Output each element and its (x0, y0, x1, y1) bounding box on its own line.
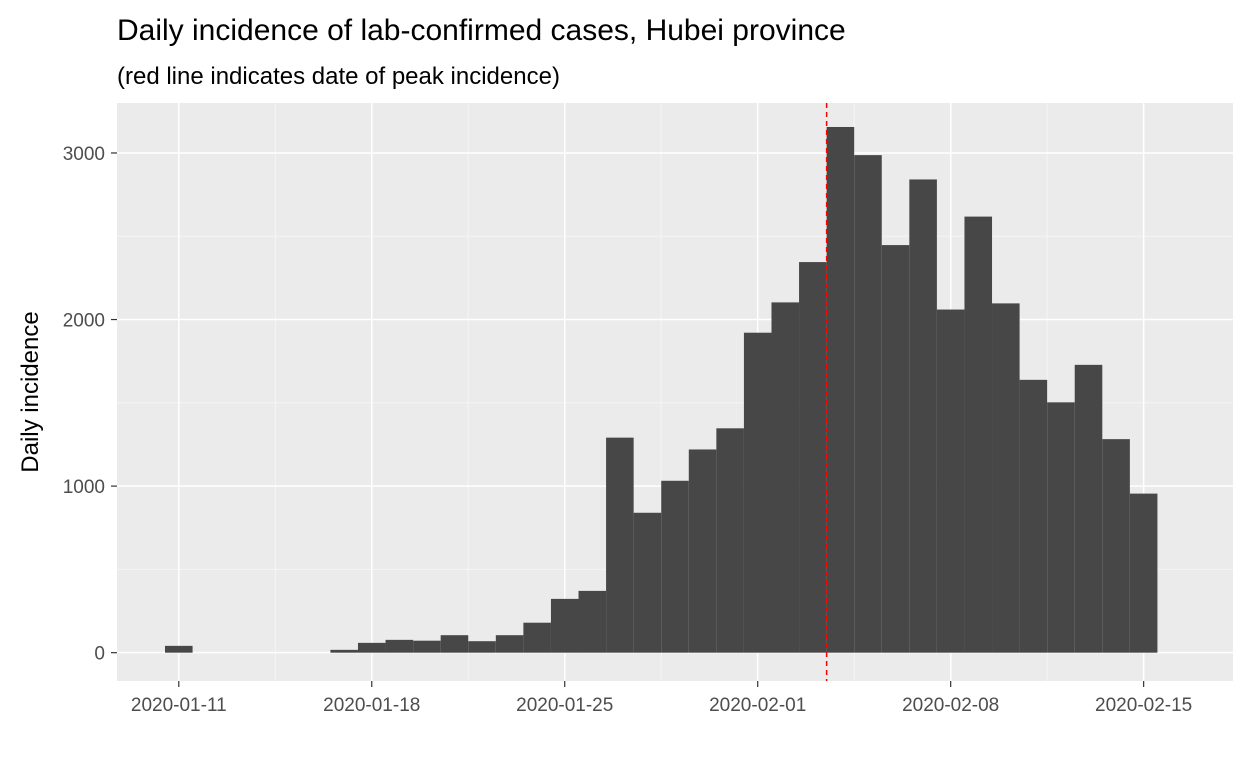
x-axis: 2020-01-11 2020-01-18 2020-01-25 2020-02-01… (131, 681, 1192, 716)
y-tick-label: 1000 (63, 477, 105, 498)
bar (523, 622, 551, 653)
bar (165, 645, 193, 653)
bar (1047, 402, 1075, 653)
bar (385, 639, 414, 653)
bar (413, 640, 441, 653)
bar (799, 262, 827, 653)
bar (606, 437, 634, 653)
bar (964, 216, 993, 653)
bar (854, 155, 882, 653)
x-tick-label: 2020-01-11 (131, 695, 227, 716)
y-axis: 0 1000 2000 3000 (63, 144, 117, 665)
bar (1102, 439, 1130, 653)
bar (578, 590, 607, 653)
bar (661, 480, 689, 653)
bar (1019, 379, 1048, 653)
x-tick-label: 2020-02-15 (1095, 695, 1192, 716)
bar (992, 303, 1020, 653)
bar (881, 245, 910, 653)
bar (550, 598, 579, 653)
chart-subtitle: (red line indicates date of peak inciden… (117, 63, 560, 90)
x-tick-label: 2020-02-01 (709, 695, 806, 716)
bar (771, 302, 800, 653)
bar (909, 179, 937, 653)
bar (716, 428, 744, 653)
bar (468, 641, 496, 653)
bar (688, 449, 717, 653)
x-tick-label: 2020-02-08 (902, 695, 999, 716)
y-axis-title: Daily incidence (17, 311, 44, 472)
bars-group (165, 126, 1158, 653)
y-tick-label: 3000 (63, 144, 105, 165)
x-tick-label: 2020-01-18 (323, 695, 420, 716)
bar (633, 512, 662, 653)
chart-title: Daily incidence of lab-confirmed cases, … (117, 14, 846, 47)
bar (440, 635, 469, 653)
bar (936, 309, 965, 653)
y-tick-label: 0 (94, 644, 105, 665)
bar (330, 649, 358, 653)
y-tick-label: 2000 (63, 311, 105, 332)
bar (357, 642, 386, 653)
bar (495, 635, 524, 653)
bar (1074, 364, 1103, 653)
bar (826, 126, 855, 653)
bar (743, 332, 772, 653)
x-tick-label: 2020-01-25 (516, 695, 613, 716)
bar (1129, 493, 1158, 653)
